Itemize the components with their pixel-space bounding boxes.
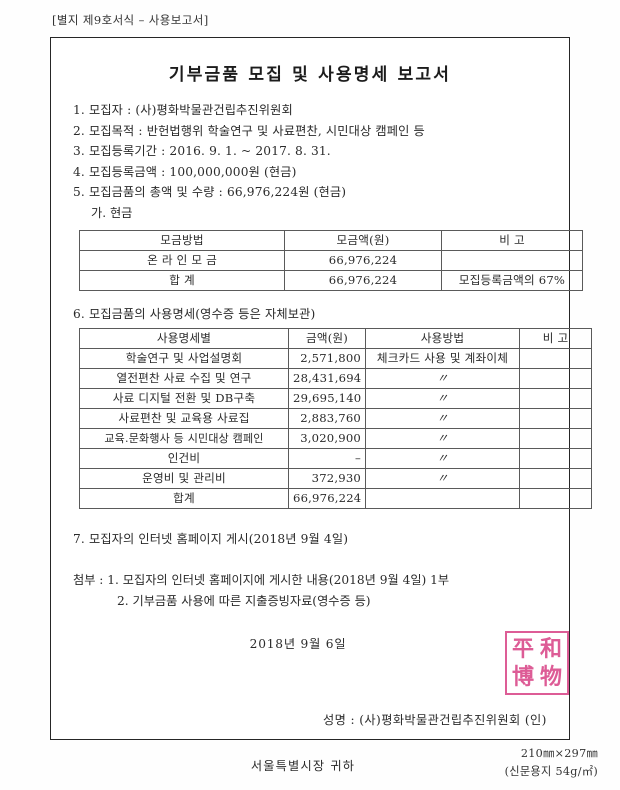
cell-note — [519, 348, 592, 369]
cell-method: 온 라 인 모 금 — [79, 249, 285, 271]
paper-size: 210㎜×297㎜ — [520, 747, 598, 760]
form-label: [별지 제9호서식 – 사용보고서] — [52, 13, 209, 27]
table-row: 운영비 및 관리비 372,930 〃 — [79, 468, 592, 489]
table-header-row: 모금방법 모금액(원) 비 고 — [79, 229, 583, 251]
cell-amount: 28,431,694 — [288, 368, 366, 389]
table-row: 온 라 인 모 금 66,976,224 — [79, 249, 583, 271]
cell-method: 체크카드 사용 및 계좌이체 — [365, 348, 520, 369]
cell-method: 〃 — [365, 368, 520, 389]
cell-note — [519, 448, 592, 469]
table-row: 합계 66,976,224 — [79, 488, 592, 509]
cell-item: 교육.문화행사 등 시민대상 캠페인 — [79, 428, 289, 449]
item-1: 1. 모집자 : (사)평화박물관건립추진위원회 — [73, 103, 293, 117]
official-seal-stamp: 平 和 博 物 — [505, 631, 569, 695]
table-row: 사료편찬 및 교육용 사료집 2,883,760 〃 — [79, 408, 592, 429]
attachment-line-2: 2. 기부금품 사용에 따른 지출증빙자료(영수증 등) — [117, 593, 371, 608]
cell-method: 〃 — [365, 388, 520, 409]
signature-date: 2018년 9월 6일 — [249, 636, 347, 651]
item-2: 2. 모집목적 : 반헌법행위 학술연구 및 사료편찬, 시민대상 캠페인 등 — [73, 123, 425, 138]
table-row: 인건비 – 〃 — [79, 448, 592, 469]
cell-amount: 2,883,760 — [288, 408, 366, 429]
item-6: 6. 모집금품의 사용명세(영수증 등은 자체보관) — [73, 306, 316, 321]
cell-item: 사료편찬 및 교육용 사료집 — [79, 408, 289, 429]
cell-method: 〃 — [365, 468, 520, 489]
cell-item: 운영비 및 관리비 — [79, 468, 289, 489]
table-row: 교육.문화행사 등 시민대상 캠페인 3,020,900 〃 — [79, 428, 592, 449]
cell-amount: 66,976,224 — [284, 269, 442, 291]
header-note: 비 고 — [441, 229, 583, 251]
cell-amount: 3,020,900 — [288, 428, 366, 449]
table-header-row: 사용명세별 금액(원) 사용방법 비 고 — [79, 328, 592, 349]
cell-note — [519, 388, 592, 409]
header-amount: 금액(원) — [288, 328, 366, 349]
table-row: 학술연구 및 사업설명회 2,571,800 체크카드 사용 및 계좌이체 — [79, 348, 592, 369]
seal-character: 平 — [511, 636, 534, 662]
item-5: 5. 모집금품의 총액 및 수량 : 66,976,224원 (현금) — [73, 185, 347, 199]
cell-method: 합 계 — [79, 269, 285, 291]
cell-amount: 2,571,800 — [288, 348, 366, 369]
seal-character: 和 — [539, 636, 562, 662]
seal-character-grid: 平 和 博 物 — [510, 636, 564, 690]
item-3: 3. 모집등록기간 : 2016. 9. 1. ~ 2017. 8. 31. — [73, 144, 331, 158]
table-row: 열전편찬 사료 수집 및 연구 28,431,694 〃 — [79, 368, 592, 389]
cell-note — [441, 249, 583, 271]
cell-note: 모집등록금액의 67% — [441, 269, 583, 291]
item-7: 7. 모집자의 인터넷 홈페이지 게시(2018년 9월 4일) — [73, 532, 349, 546]
cell-amount: – — [288, 448, 366, 469]
cell-note — [519, 368, 592, 389]
cell-method — [365, 488, 520, 509]
cell-method: 〃 — [365, 448, 520, 469]
attachment-line-1: 첨부 : 1. 모집자의 인터넷 홈페이지에 게시한 내용(2018년 9월 4… — [73, 572, 450, 587]
cell-method: 〃 — [365, 408, 520, 429]
document-body: 1. 모집자 : (사)평화박물관건립추진위원회 2. 모집목적 : 반헌법행위… — [73, 100, 592, 774]
cell-item: 학술연구 및 사업설명회 — [79, 348, 289, 369]
seal-character: 博 — [511, 664, 534, 690]
recipient-line: 서울특별시장 귀하 — [250, 758, 356, 773]
cell-amount: 372,930 — [288, 468, 366, 489]
cash-collection-table: 모금방법 모금액(원) 비 고 온 라 인 모 금 66,976,224 합 계… — [79, 229, 583, 291]
header-method: 사용방법 — [365, 328, 520, 349]
cell-method: 〃 — [365, 428, 520, 449]
item-4: 4. 모집등록금액 : 100,000,000원 (현금) — [73, 164, 297, 179]
cell-item: 인건비 — [79, 448, 289, 469]
header-item: 사용명세별 — [79, 328, 289, 349]
cell-amount: 29,695,140 — [288, 388, 366, 409]
paper-spec: (신문용지 54g/㎡) — [504, 765, 598, 778]
page-footer: 210㎜×297㎜ (신문용지 54g/㎡) — [505, 745, 598, 781]
header-method: 모금방법 — [79, 229, 285, 251]
cell-note — [519, 468, 592, 489]
usage-detail-table: 사용명세별 금액(원) 사용방법 비 고 학술연구 및 사업설명회 2,571,… — [79, 328, 592, 509]
cell-item: 사료 디지털 전환 및 DB구축 — [79, 388, 289, 409]
header-amount: 모금액(원) — [284, 229, 442, 251]
header-note: 비 고 — [519, 328, 592, 349]
document-frame: 기부금품 모집 및 사용명세 보고서 1. 모집자 : (사)평화박물관건립추진… — [50, 37, 592, 773]
signer-name-line: 성명 : (사)평화박물관건립추진위원회 (인) — [323, 712, 547, 727]
cell-amount: 66,976,224 — [284, 249, 442, 271]
cell-note — [519, 408, 592, 429]
cell-amount: 66,976,224 — [288, 488, 366, 509]
table-row: 합 계 66,976,224 모집등록금액의 67% — [79, 269, 583, 291]
table-row: 사료 디지털 전환 및 DB구축 29,695,140 〃 — [79, 388, 592, 409]
seal-character: 物 — [539, 664, 562, 690]
cell-note — [519, 488, 592, 509]
item-5-sub: 가. 현금 — [91, 205, 133, 220]
cell-item: 합계 — [79, 488, 289, 509]
page-title: 기부금품 모집 및 사용명세 보고서 — [168, 65, 452, 85]
cell-note — [519, 428, 592, 449]
cell-item: 열전편찬 사료 수집 및 연구 — [79, 368, 289, 389]
